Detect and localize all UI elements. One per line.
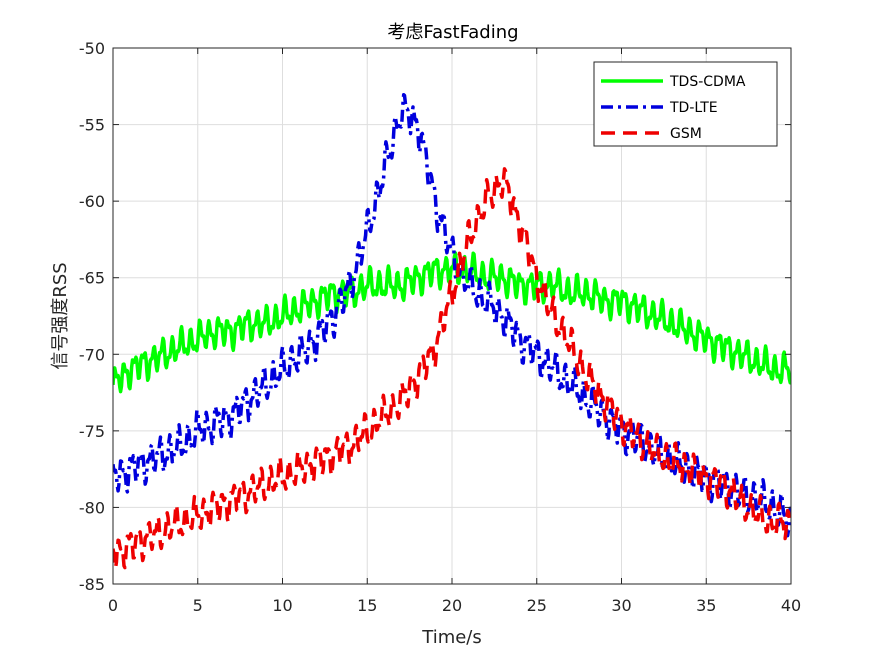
y-tick-label: -70 <box>79 345 105 364</box>
y-tick-label: -75 <box>79 422 105 441</box>
legend-label: TD-LTE <box>669 100 718 116</box>
y-tick-label: -55 <box>79 116 105 135</box>
series-line-gsm <box>113 167 791 570</box>
y-tick-label: -65 <box>79 269 105 288</box>
x-tick-label: 40 <box>781 596 801 615</box>
x-tick-label: 10 <box>272 596 292 615</box>
x-tick-label: 15 <box>357 596 377 615</box>
legend: TDS-CDMA TD-LTE GSM <box>593 61 778 147</box>
x-tick-label: 25 <box>527 596 547 615</box>
series-layer <box>113 92 791 570</box>
legend-label: TDS-CDMA <box>669 74 746 90</box>
x-tick-label: 5 <box>193 596 203 615</box>
x-tick-label: 20 <box>442 596 462 615</box>
series-line-tds-cdma <box>113 251 791 394</box>
y-tick-label: -50 <box>79 39 105 58</box>
x-tick-label: 0 <box>108 596 118 615</box>
x-axis-title: Time/s <box>421 627 482 648</box>
x-tick-label: 35 <box>696 596 716 615</box>
y-axis-title: 信号强度RSS <box>50 262 71 369</box>
x-tick-label: 30 <box>611 596 631 615</box>
chart-title: 考虑FastFading <box>387 22 518 43</box>
y-tick-label: -60 <box>79 192 105 211</box>
y-tick-label: -85 <box>79 575 105 594</box>
series-line-td-lte <box>113 92 791 538</box>
y-tick-label: -80 <box>79 498 105 517</box>
x-axis: 0 5 10 15 20 25 30 35 40 <box>108 48 801 615</box>
y-axis: -85 -80 -75 -70 -65 -60 -55 -50 <box>79 39 791 594</box>
legend-label: GSM <box>670 126 702 142</box>
